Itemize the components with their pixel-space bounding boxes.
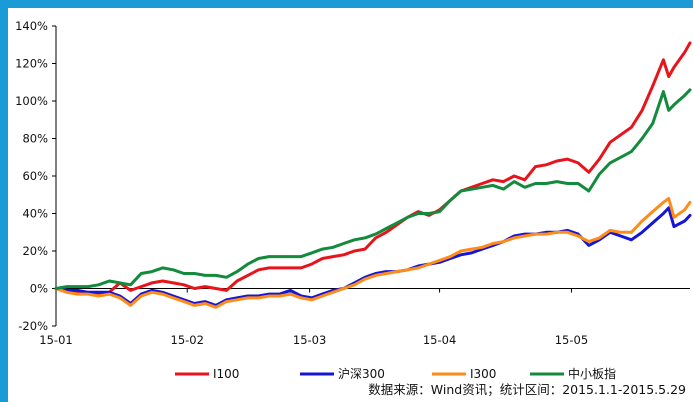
y-tick-label: 40% — [22, 207, 48, 221]
y-tick-label: 20% — [22, 244, 48, 258]
source-note: 数据来源：Wind资讯；统计区间：2015.1.1-2015.5.29 — [368, 382, 686, 397]
y-tick-label: 60% — [22, 169, 48, 183]
line-chart: -20%0%20%40%60%80%100%120%140% 15-01 15-0… — [15, 19, 692, 397]
series-line — [54, 88, 692, 290]
x-tick-label: 15-03 — [293, 333, 326, 347]
series-line — [54, 41, 692, 296]
x-tick-label: 15-05 — [555, 333, 588, 347]
y-tick-label: 120% — [15, 57, 48, 71]
y-tick-label: 80% — [22, 132, 48, 146]
series-line — [54, 206, 692, 307]
legend: I100 沪深300 I300 中小板指 — [175, 366, 616, 381]
y-tick-label: 100% — [15, 94, 48, 108]
legend-label: 沪深300 — [338, 367, 385, 381]
legend-label: 中小板指 — [568, 366, 616, 381]
series-line — [54, 197, 692, 309]
x-tick-label: 15-02 — [171, 333, 204, 347]
x-tick-label: 15-04 — [423, 333, 456, 347]
x-axis: 15-01 15-02 15-03 15-04 15-05 — [39, 288, 690, 347]
y-tick-label: 140% — [15, 19, 48, 33]
y-axis: -20% 0% 20% 40% 60% 80% 100% 120% 140% — [15, 19, 57, 333]
chart-panel: -20% 0% 20% 40% 60% 80% 100% 120% 140% 15-01 15-0… — [8, 8, 693, 402]
legend-label: I300 — [470, 367, 496, 381]
series-layer — [54, 41, 692, 309]
y-tick-label: 0% — [30, 282, 48, 296]
legend-label: I100 — [213, 367, 239, 381]
y-tick-label: -20% — [18, 319, 48, 333]
x-tick-label: 15-01 — [39, 333, 72, 347]
